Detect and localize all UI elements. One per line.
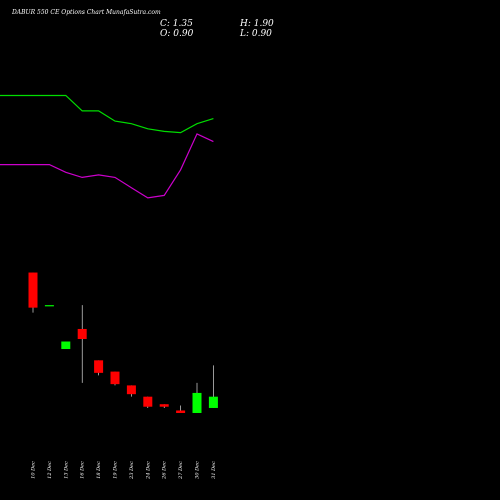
x-tick-label: 10 Dec	[31, 461, 37, 479]
candle-body	[61, 341, 71, 350]
x-tick-label: 13 Dec	[63, 461, 69, 479]
x-tick-label: 24 Dec	[145, 461, 151, 480]
candle-body	[110, 371, 120, 385]
candle-body	[77, 328, 87, 339]
x-tick-label: 30 Dec	[195, 461, 201, 479]
candle-body	[44, 305, 54, 307]
candle-body	[143, 396, 153, 407]
x-tick-label: 16 Dec	[80, 461, 86, 479]
x-tick-label: 26 Dec	[162, 461, 168, 480]
x-tick-label: 23 Dec	[129, 461, 135, 480]
candle-body	[192, 392, 202, 413]
candle-body	[94, 360, 104, 373]
x-tick-label: 18 Dec	[96, 461, 102, 479]
close-value: C: 1.35	[160, 19, 193, 29]
low-value: L: 0.90	[240, 29, 272, 39]
candle-body	[208, 396, 218, 408]
indicator-line-1	[0, 94, 214, 134]
x-tick-label: 19 Dec	[113, 461, 119, 479]
high-value: H: 1.90	[240, 19, 274, 29]
open-value: O: 0.90	[160, 29, 194, 39]
indicator-line-2	[0, 133, 214, 199]
chart-title: DABUR 550 CE Options Chart MunafaSutra.c…	[12, 9, 161, 16]
x-tick-label: 12 Dec	[47, 461, 53, 479]
candle-body	[176, 410, 186, 413]
candle-body	[28, 272, 38, 308]
x-tick-label: 27 Dec	[178, 461, 184, 480]
candle-body	[126, 385, 136, 395]
candle-body	[159, 404, 169, 407]
x-tick-label: 31 Dec	[211, 461, 217, 479]
